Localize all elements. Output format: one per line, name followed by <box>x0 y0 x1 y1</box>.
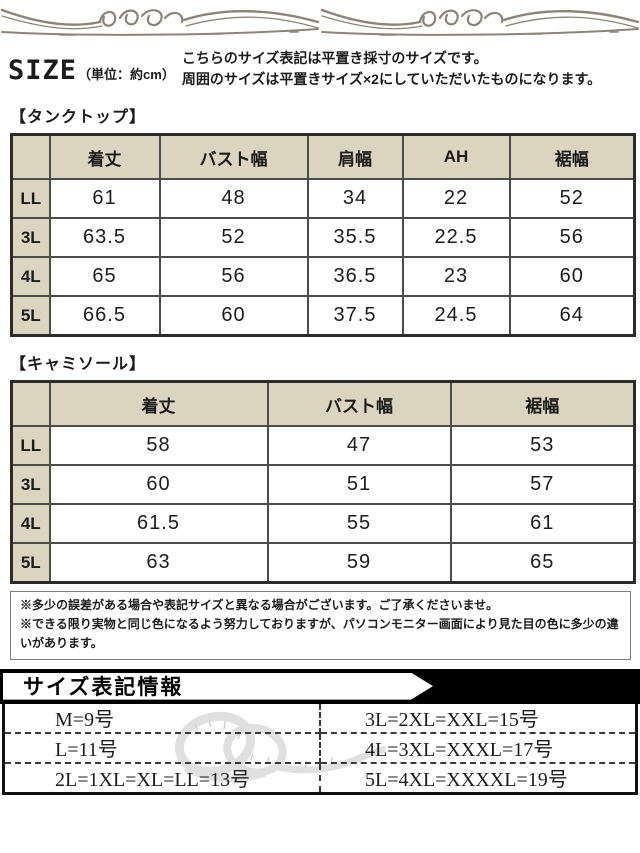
conversion-cell: M=9号 <box>5 703 321 734</box>
size-row-label: 5L <box>10 295 51 337</box>
column-header-armhole: AH <box>401 133 511 180</box>
ornamental-divider <box>0 8 640 37</box>
size-description-line-2: 周囲のサイズは平置きサイズ×2にしていただいたものになります。 <box>181 71 602 87</box>
size-description-line-1: こちらのサイズ表記は平置き採寸のサイズです。 <box>181 50 488 66</box>
size-title: SIZE（単位：約cm） <box>8 55 175 86</box>
size-cell: 56 <box>158 256 309 297</box>
note-line-tolerance: ※多少の誤差がある場合や表記サイズと異なる場合がございます。ご了承くださいませ。 <box>20 598 499 612</box>
conversion-cell: L=11号 <box>5 733 321 764</box>
size-heading: SIZE（単位：約cm） こちらのサイズ表記は平置き採寸のサイズです。 周囲のサ… <box>0 42 640 90</box>
size-cell: 57 <box>449 464 636 505</box>
camisole-section-title: 【キャミソール】 <box>10 356 147 373</box>
size-row-label: 3L <box>10 217 51 258</box>
size-cell: 55 <box>266 503 452 544</box>
column-header-bust-width: バスト幅 <box>158 133 309 180</box>
size-row-label: LL <box>10 425 51 466</box>
size-cell: 23 <box>401 256 511 297</box>
size-cell: 59 <box>266 542 452 584</box>
size-cell: 56 <box>508 217 636 258</box>
camisole-header-row: 着丈 バスト幅 裾幅 <box>10 380 636 427</box>
table-row: 4L 65 56 36.5 23 60 <box>10 256 636 297</box>
size-cell: 63 <box>48 542 269 584</box>
column-header-body-length: 着丈 <box>48 133 161 180</box>
corner-cell <box>10 133 51 180</box>
size-cell: 60 <box>158 295 309 337</box>
size-cell: 37.5 <box>306 295 404 337</box>
measuring-tape-image <box>174 711 385 782</box>
size-cell: 48 <box>158 178 309 219</box>
size-cell: 52 <box>508 178 636 219</box>
tanktop-header-row: 着丈 バスト幅 肩幅 AH 裾幅 <box>10 133 636 180</box>
size-cell: 22.5 <box>401 217 511 258</box>
corner-cell <box>10 380 51 427</box>
conversion-cell: 3L=2XL=XXL=15号 <box>321 704 635 734</box>
disclaimer-notes: ※多少の誤差がある場合や表記サイズと異なる場合がございます。ご了承くださいませ。… <box>10 591 631 660</box>
size-cell: 47 <box>266 425 452 466</box>
size-title-label: SIZE <box>8 55 78 86</box>
size-cell: 24.5 <box>401 295 511 337</box>
size-cell: 35.5 <box>306 217 404 258</box>
tanktop-size-table: 着丈 バスト幅 肩幅 AH 裾幅 LL 61 48 34 22 52 3L 63… <box>10 133 636 337</box>
column-header-body-length: 着丈 <box>48 380 269 427</box>
tanktop-section-title: 【タンクトップ】 <box>10 109 147 126</box>
size-cell: 65 <box>449 542 636 584</box>
conversion-cell: 4L=3XL=XXXL=17号 <box>321 734 635 764</box>
size-cell: 51 <box>266 464 452 505</box>
table-row: 3L 63.5 52 35.5 22.5 56 <box>10 217 636 258</box>
camisole-size-table: 着丈 バスト幅 裾幅 LL 58 47 53 3L 60 51 57 4L 61… <box>10 380 636 584</box>
size-conversion-table: M=9号 3L=2XL=XXL=15号 L=11号 4L=3XL=XXXL=17… <box>2 703 638 795</box>
size-row-label: LL <box>10 178 51 219</box>
size-cell: 64 <box>508 295 636 337</box>
size-row-label: 3L <box>10 464 51 505</box>
size-info-section: サイズ表記情報 M=9号 3L=2XL=XXL=15号 L=11号 4L=3XL… <box>0 668 640 795</box>
conversion-cell: 5L=4XL=XXXXL=19号 <box>365 769 568 792</box>
size-cell: 60 <box>508 256 636 297</box>
size-cell: 60 <box>48 464 269 505</box>
column-header-shoulder-width: 肩幅 <box>306 133 404 180</box>
size-info-header-bar: サイズ表記情報 <box>0 668 640 704</box>
table-row: 4L 61.5 55 61 <box>10 503 636 544</box>
column-header-hem-width: 裾幅 <box>508 133 636 180</box>
table-row: 5L 66.5 60 37.5 24.5 64 <box>10 295 636 337</box>
size-unit-label: （単位：約cm） <box>78 67 175 82</box>
size-row-label: 4L <box>10 256 51 297</box>
size-cell: 61 <box>48 178 161 219</box>
size-cell: 36.5 <box>306 256 404 297</box>
size-cell: 66.5 <box>48 295 161 337</box>
table-row: LL 58 47 53 <box>10 425 636 466</box>
size-cell: 61 <box>449 503 636 544</box>
table-row: 3L 60 51 57 <box>10 464 636 505</box>
size-cell: 22 <box>401 178 511 219</box>
size-cell: 58 <box>48 425 269 466</box>
size-description: こちらのサイズ表記は平置き採寸のサイズです。 周囲のサイズは平置きサイズ×2にし… <box>182 46 601 90</box>
table-row: 5L 63 59 65 <box>10 542 636 584</box>
note-line-color: ※できる限り実物と同じ色になるよう努力しておりますが、パソコンモニター画面により… <box>20 617 619 651</box>
column-header-bust-width: バスト幅 <box>266 380 452 427</box>
size-row-label: 5L <box>10 542 51 584</box>
size-cell: 53 <box>449 425 636 466</box>
size-info-ribbon-banner: サイズ表記情報 <box>3 672 433 700</box>
size-cell: 63.5 <box>48 217 161 258</box>
size-info-title: サイズ表記情報 <box>23 675 184 700</box>
conversion-cell: 2L=1XL=XL=LL=13号 <box>5 763 321 792</box>
size-cell: 52 <box>158 217 309 258</box>
column-header-hem-width: 裾幅 <box>449 380 636 427</box>
size-cell: 61.5 <box>48 503 269 544</box>
size-row-label: 4L <box>10 503 51 544</box>
size-cell: 34 <box>306 178 404 219</box>
table-row: LL 61 48 34 22 52 <box>10 178 636 219</box>
size-cell: 65 <box>48 256 161 297</box>
